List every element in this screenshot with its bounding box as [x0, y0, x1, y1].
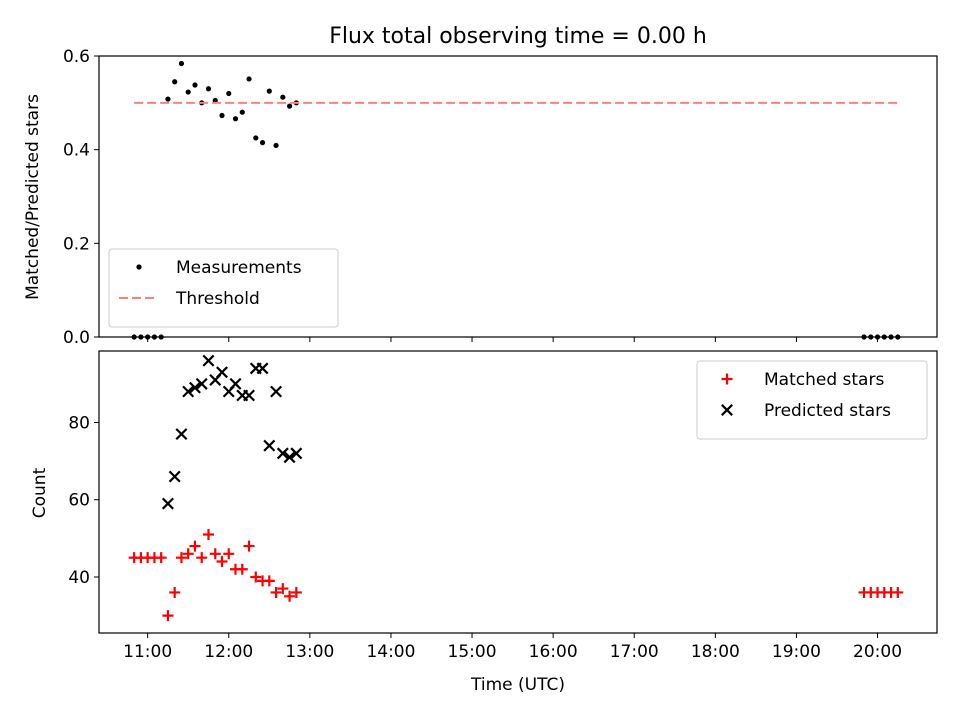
bottom-data-point: [290, 447, 303, 460]
x-tick-label: 17:00: [610, 642, 659, 662]
bottom-legend: Matched stars Predicted stars: [696, 360, 928, 440]
x-tick-label: 11:00: [123, 642, 172, 662]
top-y-tick-label: 0.6: [63, 47, 90, 67]
top-data-point: [165, 96, 171, 102]
legend-swatch: [721, 404, 733, 416]
legend-swatch: [721, 373, 733, 385]
bottom-data-point: [236, 563, 248, 575]
bottom-data-point: [195, 377, 208, 390]
bottom-data-point: [270, 385, 283, 398]
top-data-point: [286, 103, 293, 109]
bottom-data-point: [256, 362, 269, 375]
bottom-data-point: [175, 428, 188, 441]
x-axis-label: Time (UTC): [470, 675, 565, 695]
bottom-data-point: [196, 552, 208, 564]
bottom-y-tick-label: 60: [68, 491, 90, 511]
bottom-data-point: [189, 540, 201, 552]
bottom-data-point: [182, 548, 194, 560]
bottom-data-point: [175, 552, 187, 564]
top-data-point: [232, 116, 239, 122]
bottom-data-point: [263, 575, 275, 587]
top-data-point: [253, 135, 259, 141]
legend-label: Threshold: [175, 289, 260, 309]
legend-label: Measurements: [176, 258, 302, 278]
top-data-point: [226, 90, 232, 97]
top-data-point: [266, 88, 272, 94]
bottom-data-point: [229, 377, 242, 390]
bottom-data-point: [243, 389, 256, 402]
x-tick-label: 15:00: [448, 642, 497, 662]
bottom-data-point: [182, 385, 195, 398]
top-legend: Measurements Threshold: [108, 248, 339, 328]
top-series-0: [131, 60, 901, 340]
bottom-y-axis-label: Count: [30, 467, 50, 518]
top-data-point: [280, 94, 286, 100]
top-data-point: [212, 97, 218, 104]
bottom-y-tick-label: 80: [68, 413, 90, 433]
bottom-data-point: [223, 548, 235, 560]
legend-box: [696, 360, 928, 440]
x-tick-label: 20:00: [853, 642, 902, 662]
bottom-data-point: [161, 497, 174, 510]
x-tick-label: 14:00: [366, 642, 415, 662]
top-y-tick-label: 0.0: [63, 328, 90, 348]
top-data-point: [259, 140, 266, 146]
bottom-data-point: [250, 571, 262, 583]
top-panel: 0.0 0.2 0.4 0.6 Measurements Threshold: [63, 47, 938, 348]
top-y-tick-label: 0.4: [63, 141, 90, 161]
top-data-point: [185, 89, 191, 95]
bottom-data-point: [283, 451, 296, 464]
x-tick-label: 18:00: [691, 642, 740, 662]
top-y-tick-label: 0.2: [63, 234, 90, 254]
x-tick-label: 12:00: [204, 642, 253, 662]
top-data-point: [246, 76, 252, 82]
x-tick-label: 19:00: [772, 642, 821, 662]
bottom-data-point: [290, 586, 302, 598]
bottom-series-1: [161, 354, 303, 510]
bottom-data-point: [188, 381, 201, 394]
bottom-data-point: [202, 354, 215, 367]
bottom-data-point: [284, 590, 296, 602]
legend-label: Matched stars: [764, 370, 884, 390]
bottom-axes-frame: [98, 350, 938, 634]
top-data-point: [205, 86, 212, 92]
legend-box: [108, 248, 339, 328]
top-data-point: [273, 142, 279, 149]
bottom-data-point: [263, 439, 276, 452]
top-data-point: [239, 109, 245, 115]
bottom-data-point: [277, 583, 289, 595]
bottom-data-point: [209, 548, 221, 560]
bottom-data-point: [216, 366, 228, 379]
bottom-panel: 11:00 12:00 13:00 14:00 15:00 16:00 17:00 18:00…: [68, 350, 938, 662]
legend-label: Predicted stars: [764, 401, 891, 421]
bottom-data-point: [270, 586, 282, 598]
bottom-data-point: [168, 470, 181, 483]
bottom-y-tick-label: 40: [68, 568, 90, 588]
legend-swatch: [136, 264, 142, 270]
bottom-data-point: [243, 540, 255, 552]
bottom-series-0: [128, 528, 904, 622]
top-data-point: [178, 60, 185, 67]
top-data-point: [192, 82, 198, 88]
x-tick-label: 16:00: [529, 642, 578, 662]
top-data-point: [172, 79, 178, 85]
bottom-data-point: [162, 610, 174, 622]
bottom-data-point: [892, 586, 904, 598]
bottom-data-point: [155, 552, 167, 564]
chart-title: Flux total observing time = 0.00 h: [329, 24, 707, 49]
bottom-data-point: [202, 528, 214, 540]
bottom-data-point: [216, 556, 228, 568]
bottom-data-point: [276, 447, 289, 460]
bottom-data-point: [169, 586, 181, 598]
x-tick-label: 13:00: [285, 642, 334, 662]
top-axes-frame: [98, 55, 938, 338]
top-data-point: [219, 112, 225, 119]
top-y-axis-label: Matched/Predicted stars: [23, 94, 43, 300]
